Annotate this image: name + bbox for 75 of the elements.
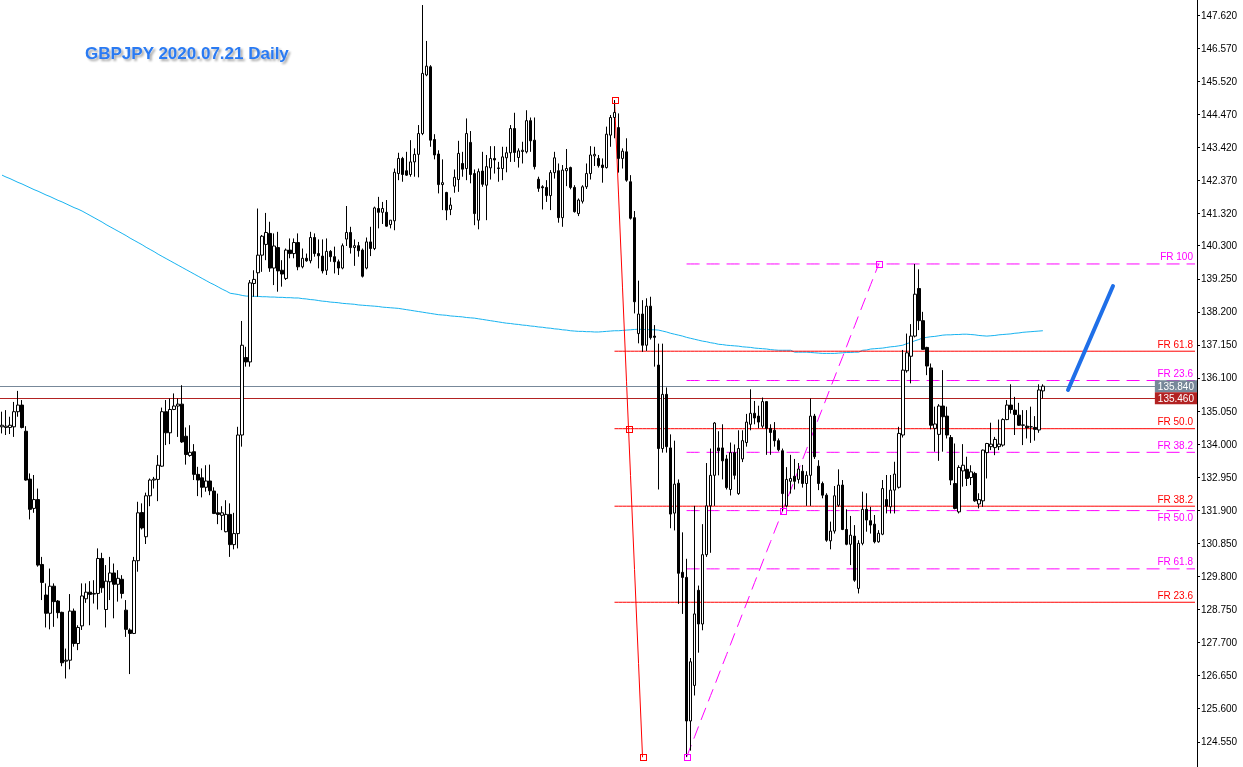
series-label: FR 100 xyxy=(1160,251,1194,263)
y-tick-label: 145.520 xyxy=(1201,75,1238,87)
candlestick xyxy=(465,117,468,181)
candlestick xyxy=(797,462,800,485)
y-tick-label: 144.470 xyxy=(1201,108,1238,120)
y-tick-label: 135.050 xyxy=(1201,405,1238,417)
y-tick-label: 134.000 xyxy=(1201,438,1238,450)
candlestick xyxy=(657,343,660,490)
candlestick xyxy=(501,146,504,181)
candlestick xyxy=(200,467,204,498)
text: GBPJPY 2020.07.21 Daily xyxy=(85,44,290,63)
candlestick xyxy=(0,411,4,434)
candlestick xyxy=(96,547,100,611)
candlestick xyxy=(385,199,388,228)
series-label: FR 61.8 xyxy=(1157,338,1194,350)
series-label: FR 38.2 xyxy=(1157,493,1194,505)
y-tick-label: 129.800 xyxy=(1201,570,1238,582)
y-tick-label: 130.850 xyxy=(1201,537,1238,549)
candlestick xyxy=(321,238,324,274)
y-tick-label: 138.200 xyxy=(1201,306,1238,318)
y-tick-label: 131.900 xyxy=(1201,504,1238,516)
candlestick xyxy=(228,502,232,558)
candlestick xyxy=(793,458,796,490)
candlestick xyxy=(325,237,328,276)
candlestick xyxy=(120,574,124,599)
y-tick-label: 125.600 xyxy=(1201,703,1238,715)
candlestick xyxy=(88,580,92,626)
series-label: FR 50.0 xyxy=(1157,416,1194,428)
candlestick xyxy=(729,442,732,496)
candlestick xyxy=(997,419,1001,451)
series-label: FR 23.6 xyxy=(1157,368,1194,380)
candlestick xyxy=(381,201,384,225)
line-series xyxy=(1,174,1044,354)
candlestick xyxy=(309,231,312,264)
candlestick xyxy=(168,397,172,445)
y-tick-label: 140.300 xyxy=(1201,240,1238,252)
candlestick xyxy=(204,464,208,493)
series-label: FR 23.6 xyxy=(1157,589,1194,601)
y-tick-label: 124.550 xyxy=(1201,736,1238,748)
y-tick-label: 127.700 xyxy=(1201,637,1238,649)
y-tick-label: 147.620 xyxy=(1201,9,1238,21)
y-tick-label: 139.250 xyxy=(1201,273,1238,285)
candlestick xyxy=(457,140,460,193)
candlestick xyxy=(533,116,536,170)
candlestick xyxy=(333,246,336,274)
series-label: FR 38.2 xyxy=(1157,439,1194,451)
candlestick xyxy=(409,139,412,178)
y-tick-label: 126.650 xyxy=(1201,670,1238,682)
candlestick xyxy=(276,231,280,293)
candlestick xyxy=(401,156,404,183)
y-tick-label: 132.950 xyxy=(1201,471,1238,483)
candlestick xyxy=(765,401,768,456)
candlestick xyxy=(645,297,648,352)
ref-line-label: 135.460 xyxy=(1157,392,1195,404)
ref-line-label: 135.840 xyxy=(1157,380,1195,392)
candlestick xyxy=(737,429,740,496)
candlestick xyxy=(1029,406,1033,444)
candlestick xyxy=(48,568,52,630)
y-tick-label: 143.420 xyxy=(1201,141,1238,153)
y-tick-label: 146.570 xyxy=(1201,42,1238,54)
candlestick xyxy=(625,137,628,183)
candlestick xyxy=(256,208,260,298)
candlestick xyxy=(669,433,672,529)
candlestick xyxy=(445,191,448,221)
candlestick xyxy=(4,409,8,436)
y-tick-label: 142.370 xyxy=(1201,174,1238,186)
y-tick-label: 137.150 xyxy=(1201,339,1238,351)
candlestick xyxy=(617,112,620,174)
series-label: FR 50.0 xyxy=(1157,512,1194,524)
y-tick-label: 128.750 xyxy=(1201,604,1238,616)
candlestick xyxy=(809,397,812,507)
series-label: FR 61.8 xyxy=(1157,556,1194,568)
y-tick-label: 136.100 xyxy=(1201,372,1238,384)
candlestick xyxy=(296,232,300,271)
y-tick-label: 141.320 xyxy=(1201,208,1238,220)
